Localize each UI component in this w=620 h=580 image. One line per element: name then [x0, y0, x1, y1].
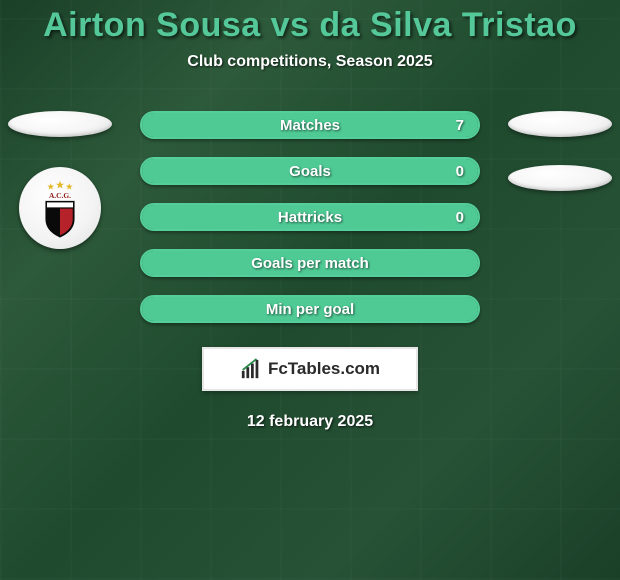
stat-bar: Goals per match	[140, 249, 480, 277]
page-title: Airton Sousa vs da Silva Tristao	[0, 6, 620, 45]
stat-bar-label: Matches	[280, 117, 340, 134]
club-crest-icon: A.C.G.	[19, 167, 101, 249]
stat-bar-label: Goals per match	[251, 255, 369, 272]
player-placeholder-icon	[508, 111, 612, 137]
stat-bar: Goals 0	[140, 157, 480, 185]
crest-initials: A.C.G.	[49, 191, 71, 200]
left-player-col: A.C.G.	[0, 111, 120, 249]
brand-logo: FcTables.com	[202, 347, 418, 391]
subtitle: Club competitions, Season 2025	[0, 53, 620, 71]
stat-bar-value: 7	[456, 117, 464, 134]
stat-bar: Matches 7	[140, 111, 480, 139]
stat-bar: Hattricks 0	[140, 203, 480, 231]
comparison-area: A.C.G. Matches 7 Goals 0 Hattricks 0 Goals per…	[0, 111, 620, 323]
stat-bars: Matches 7 Goals 0 Hattricks 0 Goals per match M…	[140, 111, 480, 323]
right-player-col	[500, 111, 620, 191]
crest-svg: A.C.G.	[29, 177, 91, 239]
club-placeholder-icon	[508, 165, 612, 191]
stat-bar-label: Hattricks	[278, 209, 342, 226]
stat-bar-label: Min per goal	[266, 301, 354, 318]
date-text: 12 february 2025	[0, 413, 620, 431]
crest-stars	[47, 181, 72, 190]
stat-bar-value: 0	[456, 163, 464, 180]
stat-bar-label: Goals	[289, 163, 331, 180]
bars-chart-icon	[240, 358, 262, 380]
player-placeholder-icon	[8, 111, 112, 137]
brand-text: FcTables.com	[268, 359, 380, 379]
stat-bar-value: 0	[456, 209, 464, 226]
stat-bar: Min per goal	[140, 295, 480, 323]
